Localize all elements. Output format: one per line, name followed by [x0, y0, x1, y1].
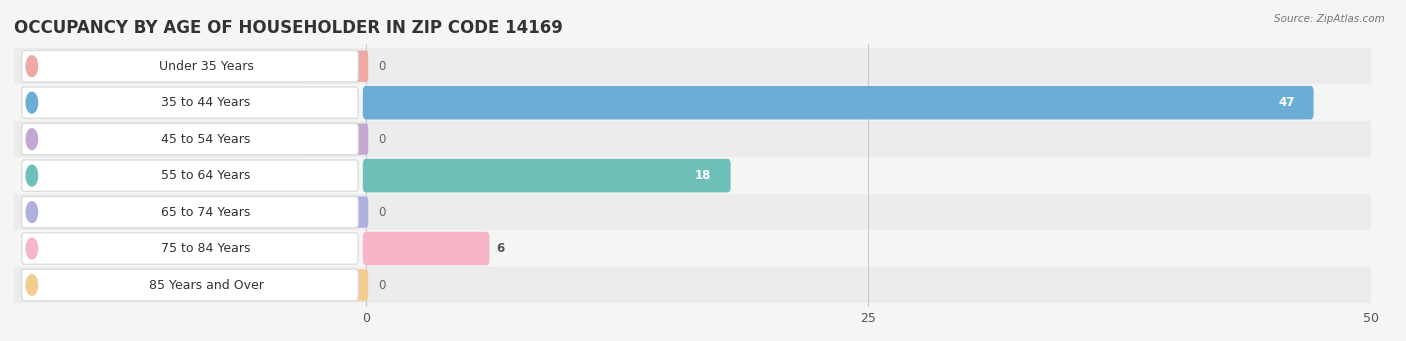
Circle shape	[27, 129, 38, 150]
Text: 45 to 54 Years: 45 to 54 Years	[162, 133, 250, 146]
Bar	[0, 121, 1406, 158]
Text: Under 35 Years: Under 35 Years	[159, 60, 253, 73]
Bar	[0, 194, 1406, 230]
Circle shape	[27, 56, 38, 77]
Bar	[0, 230, 1406, 267]
Bar	[0, 85, 1406, 121]
FancyBboxPatch shape	[304, 123, 368, 155]
FancyBboxPatch shape	[21, 123, 359, 155]
Text: 47: 47	[1278, 96, 1295, 109]
FancyBboxPatch shape	[304, 269, 368, 301]
FancyBboxPatch shape	[21, 196, 359, 228]
Text: 0: 0	[378, 133, 385, 146]
FancyBboxPatch shape	[363, 86, 1313, 119]
Circle shape	[27, 165, 38, 186]
FancyBboxPatch shape	[304, 50, 368, 82]
FancyBboxPatch shape	[363, 159, 731, 192]
Text: 35 to 44 Years: 35 to 44 Years	[162, 96, 250, 109]
FancyBboxPatch shape	[21, 233, 359, 264]
Text: 18: 18	[695, 169, 711, 182]
Bar	[0, 48, 1406, 85]
FancyBboxPatch shape	[21, 50, 359, 82]
Text: 0: 0	[378, 60, 385, 73]
Text: 0: 0	[378, 279, 385, 292]
Text: 65 to 74 Years: 65 to 74 Years	[162, 206, 250, 219]
Text: 75 to 84 Years: 75 to 84 Years	[162, 242, 250, 255]
Text: Source: ZipAtlas.com: Source: ZipAtlas.com	[1274, 14, 1385, 24]
FancyBboxPatch shape	[21, 87, 359, 118]
Circle shape	[27, 202, 38, 222]
Circle shape	[27, 275, 38, 295]
Circle shape	[27, 238, 38, 259]
Text: OCCUPANCY BY AGE OF HOUSEHOLDER IN ZIP CODE 14169: OCCUPANCY BY AGE OF HOUSEHOLDER IN ZIP C…	[14, 19, 562, 37]
Text: 0: 0	[378, 206, 385, 219]
Bar	[0, 267, 1406, 303]
FancyBboxPatch shape	[363, 232, 489, 265]
FancyBboxPatch shape	[304, 196, 368, 228]
Text: 6: 6	[496, 242, 505, 255]
FancyBboxPatch shape	[21, 269, 359, 301]
FancyBboxPatch shape	[21, 160, 359, 191]
Circle shape	[27, 92, 38, 113]
Text: 55 to 64 Years: 55 to 64 Years	[162, 169, 250, 182]
Bar	[0, 158, 1406, 194]
Text: 85 Years and Over: 85 Years and Over	[149, 279, 263, 292]
